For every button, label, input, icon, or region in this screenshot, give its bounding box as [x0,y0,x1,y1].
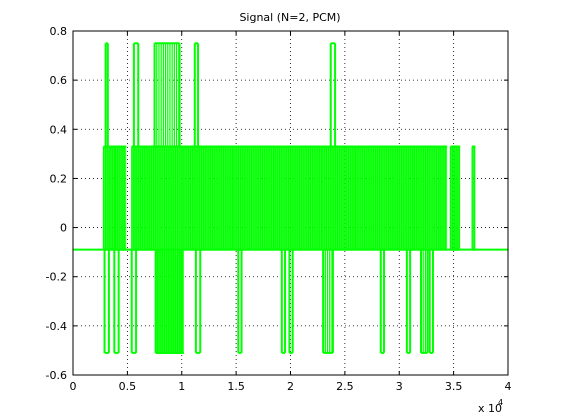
signal-segment [233,145,276,251]
signal-band [414,146,448,250]
x-tick-label: 0 [70,380,77,393]
signal-band [103,146,116,250]
signal-band [377,146,415,250]
signal-low-spike [322,249,334,354]
signal-low-spike [113,249,120,354]
signal-low-spike [237,249,243,354]
signal-series [73,42,508,354]
signal-segment [471,145,476,251]
signal-segment [449,145,461,251]
chart-title: Signal (N=2, PCM) [239,11,340,24]
signal-low-spike [288,249,294,354]
signal-low-spike [194,249,202,354]
signal-low-spike [154,249,183,354]
y-tick-label: 0.8 [50,25,68,38]
signal-low-spike [379,249,386,354]
signal-segment [413,145,448,251]
y-tick-label: 0.2 [50,172,68,185]
signal-segment [183,145,234,251]
x-tick-label: 2 [287,380,294,393]
signal-segment [274,145,323,251]
signal-high-spike [132,42,140,147]
signal-band [115,146,127,250]
axis-ticks [72,30,509,376]
signal-low-spike [130,249,138,354]
signal-high-spike [104,42,109,147]
signal-segment [376,145,415,251]
y-tick-label: 0.6 [50,74,68,87]
signal-low-spike [428,249,434,354]
signal-low-spike [103,249,110,354]
signal-low-spike [405,249,412,354]
signal-segment [321,145,356,251]
x-tick-label: 3 [396,380,403,393]
y-tick-label: -0.2 [46,271,67,284]
x-tick-label: 1.5 [227,380,245,393]
tick-labels: 0 0.5 1 1.5 2 2.5 3 3.5 4 -0.6 -0.4 -0.2 0 0.2 0.4 0.6 0… [46,25,512,393]
x-tick-label: 3.5 [445,380,463,393]
y-tick-label: -0.4 [46,320,67,333]
signal-band [275,146,323,250]
y-tick-label: 0 [60,222,67,235]
signal-segment [102,145,116,251]
signal-high-spike [329,42,337,147]
signal-segment [139,145,156,251]
signal-segment [114,145,127,251]
signal-high-spike [153,42,181,147]
x-tick-label: 2.5 [336,380,354,393]
signal-low-spike [280,249,287,354]
x-tick-label: 0.5 [119,380,137,393]
x-multiplier: x 10 [478,402,502,415]
signal-high-spike [193,42,200,147]
x-multiplier-exponent: 4 [498,398,503,407]
signal-segment [131,145,141,251]
signal-band [183,146,234,250]
signal-low-spike [420,249,429,354]
x-tick-label: 4 [505,380,512,393]
signal-segment [355,145,378,251]
x-tick-label: 1 [178,380,185,393]
y-tick-label: 0.4 [50,123,68,136]
y-tick-label: -0.6 [46,369,67,382]
